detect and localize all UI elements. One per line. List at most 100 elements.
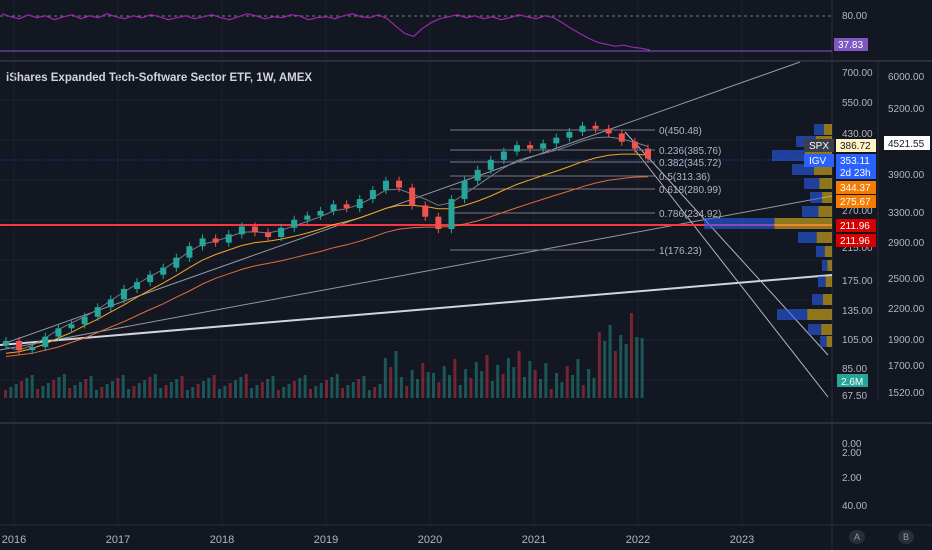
rsi-value-label: 37.83 xyxy=(838,40,863,51)
volume-tag-label: 2.6M xyxy=(841,377,863,388)
volume-bar xyxy=(629,313,633,398)
volume-profile-bar xyxy=(821,324,832,335)
volume-bar xyxy=(164,385,168,398)
y-axis-tick-label-right: 2900.00 xyxy=(888,238,925,249)
volume-profile-bar xyxy=(820,336,827,347)
moving-average-line xyxy=(5,136,649,351)
x-axis-tick-label: 2020 xyxy=(418,534,442,546)
y-axis-tick-label-left: 85.00 xyxy=(842,364,867,375)
y-axis-tick-label-right: 6000.00 xyxy=(888,72,925,83)
candle-body xyxy=(291,219,298,228)
volume-bar xyxy=(266,379,270,398)
volume-profile-bar xyxy=(822,192,832,203)
volume-profile-bar xyxy=(814,124,824,135)
volume-bar xyxy=(512,367,516,398)
y-axis-tick-label-left: 550.00 xyxy=(842,98,873,109)
volume-bar xyxy=(196,384,200,398)
candle-body xyxy=(474,169,481,181)
volume-bar xyxy=(271,376,275,398)
y-axis-tick-label-right: 3300.00 xyxy=(888,208,925,219)
volume-bar xyxy=(560,382,564,398)
volume-bar xyxy=(357,379,361,398)
volume-bar xyxy=(341,388,345,398)
volume-profile-bar xyxy=(802,206,819,217)
volume-bar xyxy=(383,358,387,398)
volume-bar xyxy=(587,369,591,398)
x-axis-tick-label: 2023 xyxy=(730,534,754,546)
volume-bar xyxy=(522,377,526,398)
price-tag-label: 344.37 xyxy=(840,183,871,194)
y-axis-tick-label-left: 270.00 xyxy=(842,206,873,217)
candle-body xyxy=(343,204,350,209)
candle-body xyxy=(618,133,625,142)
volume-bar xyxy=(405,386,409,398)
y-axis-tick-label-left: 135.00 xyxy=(842,306,873,317)
volume-profile-bar xyxy=(814,164,832,175)
y-axis-tick-label-left: 215.00 xyxy=(842,243,873,254)
y-axis-tick-label-right: 1520.00 xyxy=(888,388,925,399)
volume-bar xyxy=(394,351,398,398)
volume-bar xyxy=(453,359,457,398)
volume-bar xyxy=(608,325,612,398)
volume-bar xyxy=(36,389,40,398)
volume-bar xyxy=(624,344,628,398)
volume-bar xyxy=(298,378,302,398)
volume-bar xyxy=(175,379,179,398)
y-axis-tick-label-right: 1900.00 xyxy=(888,335,925,346)
volume-bar xyxy=(57,377,61,398)
candle-body xyxy=(409,187,416,206)
volume-bar xyxy=(373,387,377,398)
volume-bar xyxy=(20,381,24,398)
volume-bar xyxy=(292,381,296,398)
auto-scale-button[interactable]: A xyxy=(849,530,865,544)
volume-bar xyxy=(185,390,189,398)
oscillator-tick-label: 2.00 xyxy=(842,448,862,459)
volume-bar xyxy=(111,381,114,398)
volume-profile-bar xyxy=(807,309,832,320)
fib-level-label: 0.5(313.36) xyxy=(659,172,710,183)
volume-profile-bar xyxy=(818,276,826,287)
volume-bar xyxy=(46,383,50,398)
candle-body xyxy=(330,204,337,211)
candle-body xyxy=(579,125,586,132)
volume-bar xyxy=(105,384,109,398)
volume-bar xyxy=(528,361,532,398)
chart-title: iShares Expanded Tech-Software Sector ET… xyxy=(6,72,313,84)
candle-body xyxy=(107,299,114,308)
volume-profile-bar xyxy=(822,260,828,271)
volume-profile-bar xyxy=(825,276,832,287)
volume-bar xyxy=(565,366,569,398)
volume-profile-bar xyxy=(774,218,832,229)
volume-bar xyxy=(635,337,639,398)
volume-bar xyxy=(94,390,98,398)
volume-bar xyxy=(330,377,334,398)
candle-body xyxy=(173,257,180,268)
volume-bar xyxy=(496,365,500,398)
volume-bar xyxy=(116,378,120,398)
volume-bar xyxy=(153,374,157,398)
volume-profile-bar xyxy=(816,232,832,243)
volume-bar xyxy=(191,387,195,398)
volume-bar xyxy=(539,379,542,398)
volume-bar xyxy=(640,338,644,398)
y-axis-tick-label-left: 430.00 xyxy=(842,129,873,140)
volume-bar xyxy=(68,388,72,398)
scale-mode-button[interactable]: B xyxy=(898,530,914,544)
series-tag: IGV xyxy=(809,156,827,167)
oscillator-tick-label: 2.00 xyxy=(842,473,862,484)
volume-bar xyxy=(100,387,104,398)
volume-profile-bar xyxy=(812,294,823,305)
volume-bar xyxy=(9,387,13,398)
volume-bar xyxy=(517,351,521,398)
volume-bar xyxy=(389,367,393,398)
volume-bar xyxy=(448,375,452,398)
volume-profile-bar xyxy=(823,294,832,305)
candle-body xyxy=(592,125,599,129)
volume-bar xyxy=(30,375,34,398)
volume-profile-bar xyxy=(826,336,832,347)
volume-bar xyxy=(127,389,131,398)
fib-level-label: 0.786(234.92) xyxy=(659,209,721,220)
volume-bar xyxy=(501,374,505,398)
volume-bar xyxy=(234,380,238,398)
